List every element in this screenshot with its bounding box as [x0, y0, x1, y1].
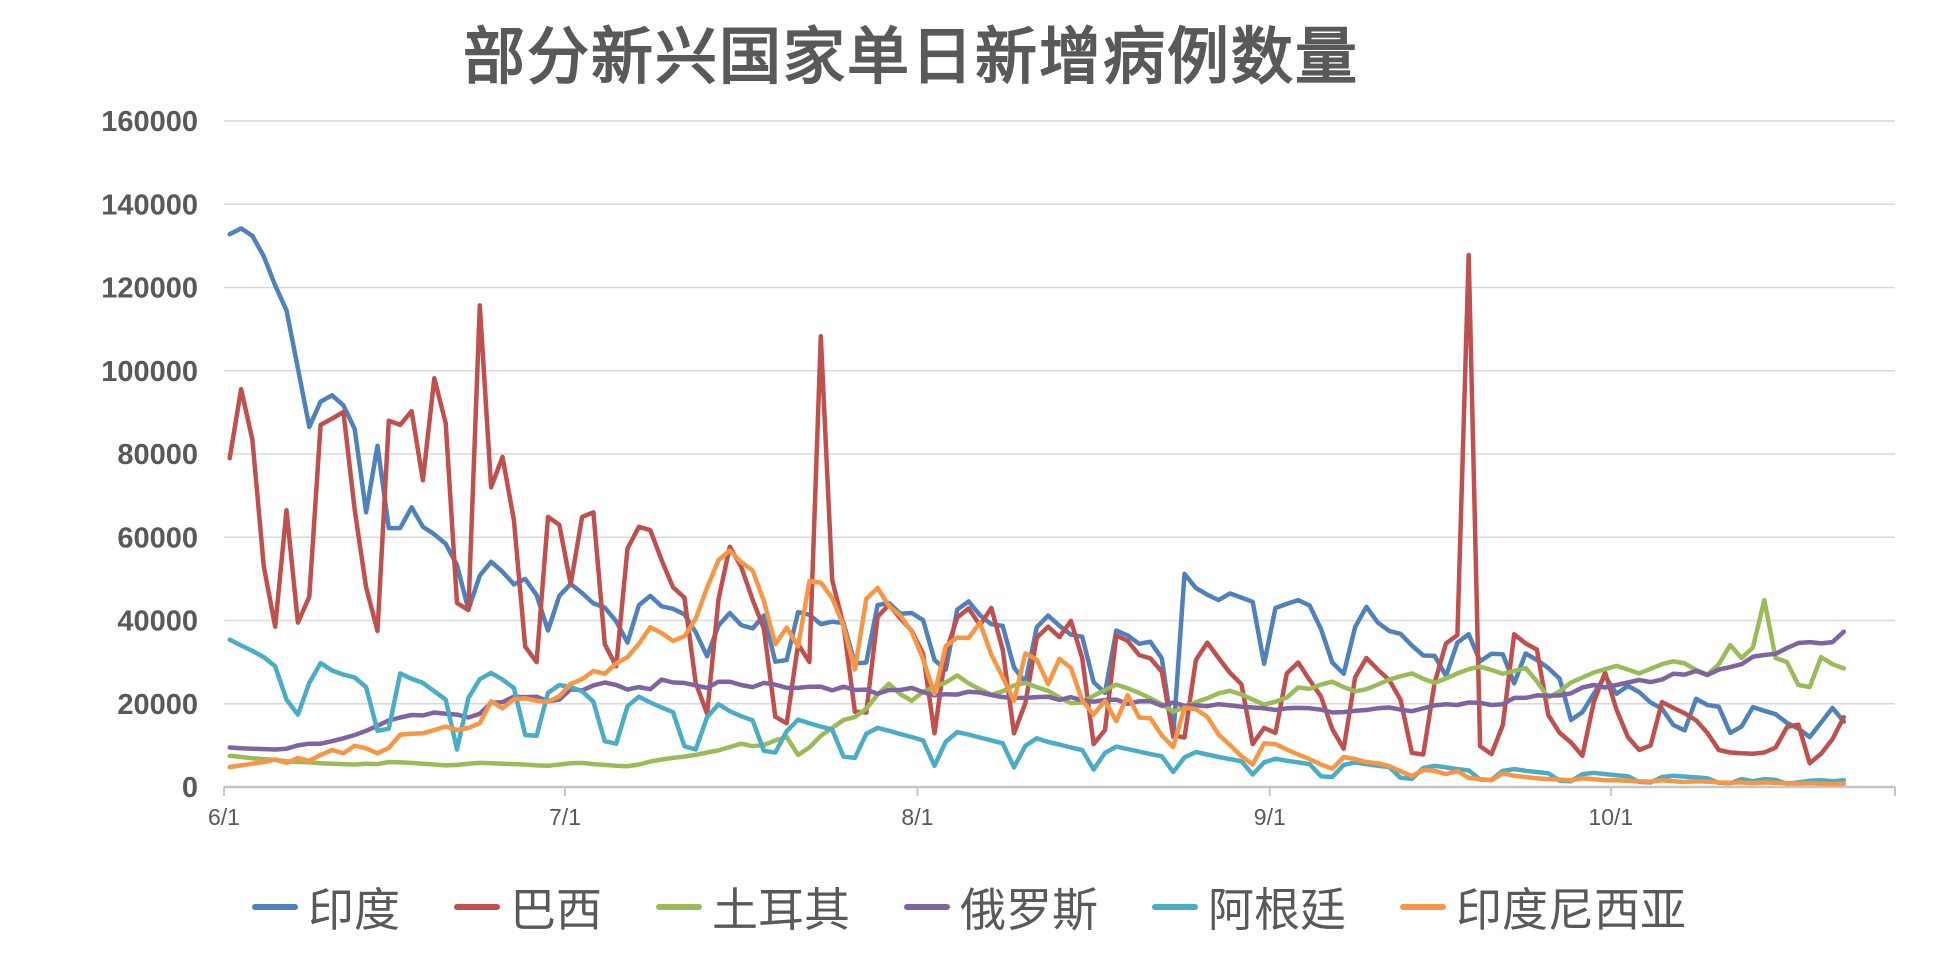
legend-swatch-icon	[656, 904, 702, 910]
legend-item-巴西: 巴西	[454, 874, 602, 940]
legend-swatch-icon	[454, 904, 500, 910]
series-line-土耳其	[227, 597, 1847, 769]
series-line-巴西	[227, 252, 1847, 766]
legend-label: 阿根廷	[1208, 885, 1346, 936]
series-line-印度尼西亚	[227, 548, 1847, 787]
y-axis-tick-label: 20000	[117, 689, 198, 721]
series-line-俄罗斯	[227, 629, 1847, 752]
x-axis-tick-label: 10/1	[1588, 804, 1633, 830]
legend-swatch-icon	[1400, 904, 1446, 910]
legend-label: 俄罗斯	[960, 885, 1098, 936]
legend-label: 印度	[308, 885, 400, 936]
y-axis-tick-label: 0	[182, 772, 198, 804]
x-axis-tick-label: 8/1	[901, 804, 933, 830]
series-line-印度	[227, 226, 1847, 740]
chart-title: 部分新兴国家单日新增病例数量	[462, 24, 1360, 92]
legend-item-印度: 印度	[252, 874, 400, 940]
y-axis-tick-label: 160000	[101, 106, 198, 138]
chart-legend: 印度 巴西 土耳其 俄罗斯 阿根廷 印度尼西亚	[0, 874, 1938, 940]
legend-swatch-icon	[1152, 904, 1198, 910]
legend-item-俄罗斯: 俄罗斯	[904, 874, 1098, 940]
y-axis-tick-label: 60000	[117, 522, 198, 554]
legend-label: 土耳其	[712, 885, 850, 936]
y-axis-tick-label: 100000	[101, 356, 198, 388]
y-axis-tick-label: 80000	[117, 439, 198, 471]
y-axis-tick-label: 40000	[117, 606, 198, 638]
legend-label: 印度尼西亚	[1456, 885, 1686, 936]
legend-item-印度尼西亚: 印度尼西亚	[1400, 874, 1686, 940]
x-axis-tick-label: 6/1	[208, 804, 240, 830]
x-axis-tick-label: 7/1	[549, 804, 581, 830]
legend-swatch-icon	[904, 904, 950, 910]
legend-label: 巴西	[510, 885, 602, 936]
x-axis-tick-label: 9/1	[1254, 804, 1286, 830]
legend-swatch-icon	[252, 904, 298, 910]
y-axis-tick-label: 140000	[101, 189, 198, 221]
legend-item-阿根廷: 阿根廷	[1152, 874, 1346, 940]
y-axis-tick-label: 120000	[101, 273, 198, 305]
legend-item-土耳其: 土耳其	[656, 874, 850, 940]
